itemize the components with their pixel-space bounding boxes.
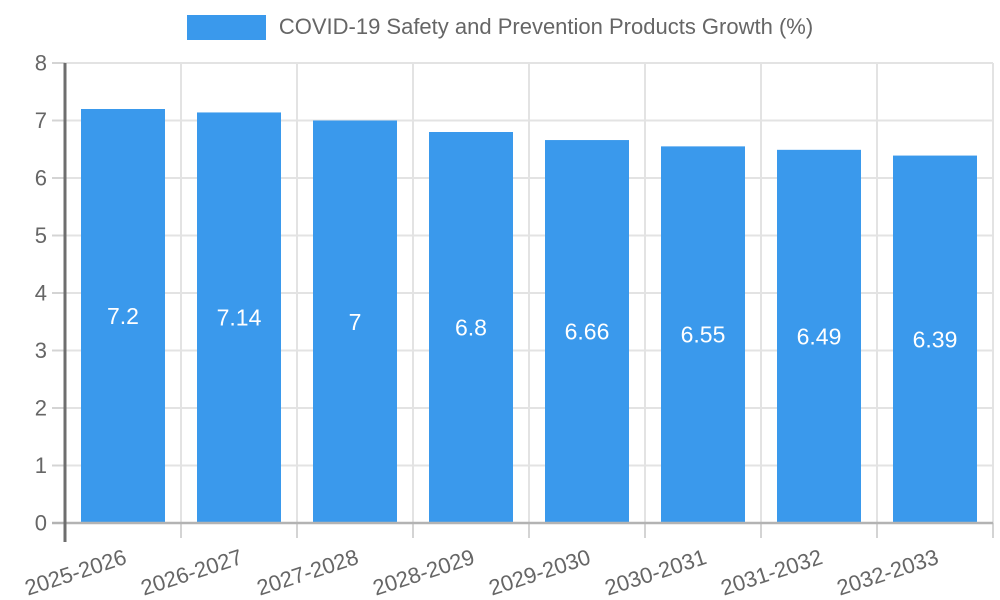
- bar[interactable]: [429, 132, 513, 523]
- bar-value-label: 6.55: [681, 322, 726, 348]
- x-axis-label: 2029-2030: [486, 544, 594, 600]
- bar[interactable]: [545, 140, 629, 524]
- y-axis-label: 1: [35, 453, 47, 478]
- bar[interactable]: [893, 155, 977, 523]
- x-axis-label: 2025-2026: [22, 544, 130, 600]
- y-axis-label: 0: [35, 511, 47, 536]
- legend-item[interactable]: COVID-19 Safety and Prevention Products …: [0, 14, 1000, 40]
- x-axis-label: 2027-2028: [254, 544, 362, 600]
- legend-swatch: [186, 14, 266, 40]
- bar-value-label: 6.8: [455, 315, 487, 341]
- y-axis-label: 6: [35, 166, 47, 191]
- x-axis-label: 2031-2032: [718, 544, 826, 600]
- y-axis-label: 4: [35, 281, 47, 306]
- bar-value-label: 7.14: [217, 305, 262, 331]
- y-axis-label: 2: [35, 396, 47, 421]
- y-axis-label: 7: [35, 108, 47, 133]
- bar-value-label: 7.2: [107, 303, 139, 329]
- x-axis-label: 2028-2029: [370, 544, 478, 600]
- bar-value-label: 6.49: [797, 323, 842, 349]
- y-axis-label: 3: [35, 338, 47, 363]
- bar[interactable]: [777, 149, 861, 523]
- bar-value-label: 6.66: [565, 319, 610, 345]
- bar-value-label: 6.39: [913, 326, 958, 352]
- bar[interactable]: [313, 120, 397, 524]
- x-axis-label: 2032-2033: [834, 544, 942, 600]
- bar[interactable]: [81, 109, 165, 523]
- bar[interactable]: [661, 146, 745, 523]
- x-axis-label: 2030-2031: [602, 544, 710, 600]
- y-axis-label: 5: [35, 223, 47, 248]
- x-axis-label: 2026-2027: [138, 544, 246, 600]
- bar[interactable]: [197, 112, 281, 523]
- legend-label: COVID-19 Safety and Prevention Products …: [278, 14, 814, 39]
- bar-value-label: 7: [349, 309, 362, 335]
- y-axis-label: 8: [35, 51, 47, 76]
